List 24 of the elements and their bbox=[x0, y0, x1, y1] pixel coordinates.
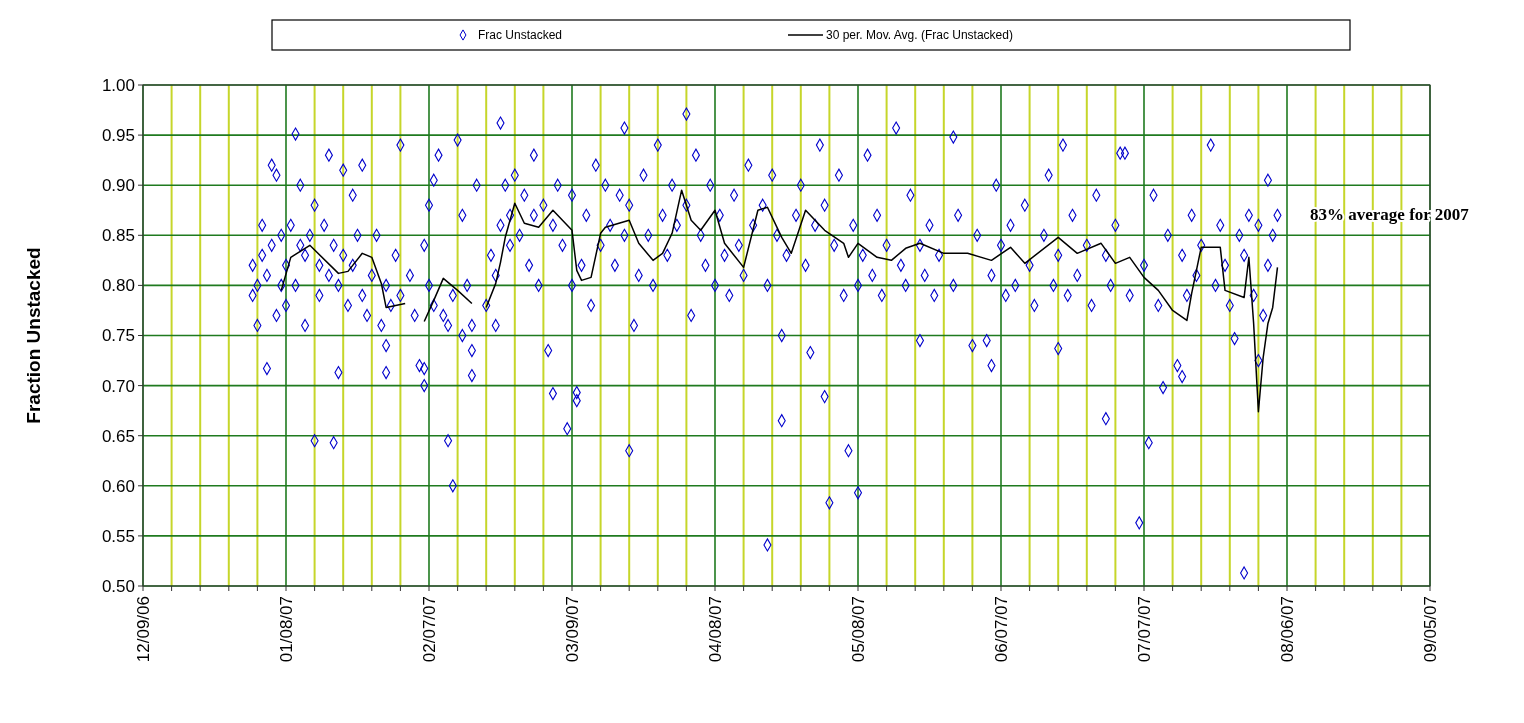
y-tick-label: 0.80 bbox=[101, 276, 135, 296]
y-tick-label: 0.60 bbox=[101, 476, 135, 496]
x-tick-label: 04/08/07 bbox=[705, 596, 725, 663]
y-tick-label: 0.90 bbox=[101, 176, 135, 196]
y-tick-label: 1.00 bbox=[101, 75, 135, 95]
x-tick-label: 03/09/07 bbox=[562, 596, 582, 663]
y-tick-label: 0.50 bbox=[101, 576, 135, 596]
y-tick-label: 0.70 bbox=[101, 376, 135, 396]
legend-label: 30 per. Mov. Avg. (Frac Unstacked) bbox=[826, 28, 1013, 43]
x-tick-label: 07/07/07 bbox=[1134, 596, 1154, 663]
x-tick-label: 12/09/06 bbox=[133, 596, 153, 663]
y-tick-label: 0.75 bbox=[101, 326, 135, 346]
y-tick-label: 0.95 bbox=[101, 126, 135, 146]
y-tick-label: 0.65 bbox=[101, 426, 135, 446]
x-tick-label: 06/07/07 bbox=[991, 596, 1011, 663]
x-tick-label: 08/06/07 bbox=[1277, 596, 1297, 663]
y-tick-label: 0.55 bbox=[101, 526, 135, 546]
x-tick-label: 09/05/07 bbox=[1420, 596, 1440, 663]
x-tick-label: 05/08/07 bbox=[848, 596, 868, 663]
y-axis-title: Fraction Unstacked bbox=[23, 247, 44, 424]
legend-label: Frac Unstacked bbox=[478, 28, 563, 43]
x-tick-label: 01/08/07 bbox=[276, 596, 296, 663]
x-tick-label: 02/07/07 bbox=[419, 596, 439, 663]
y-tick-label: 0.85 bbox=[101, 226, 135, 246]
